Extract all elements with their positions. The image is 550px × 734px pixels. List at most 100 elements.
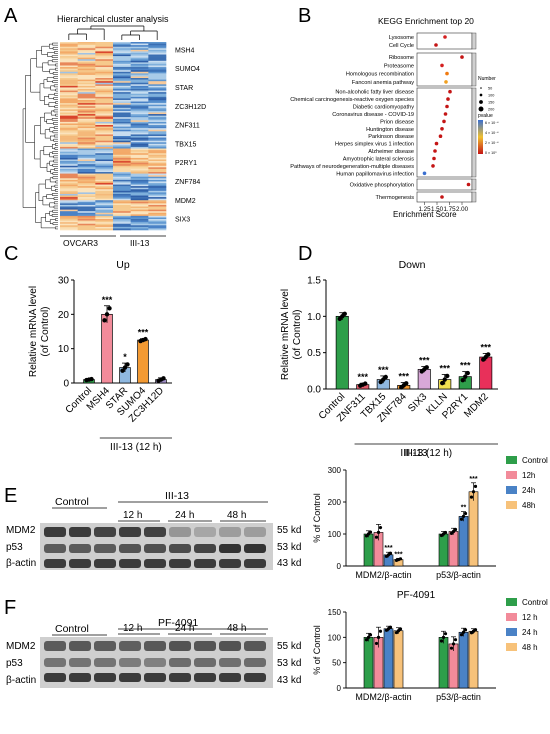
blot-band <box>169 658 191 667</box>
heatmap-cell <box>130 81 149 84</box>
blot-band <box>144 544 166 553</box>
y-tick-label: 300 <box>328 466 342 475</box>
data-point <box>376 635 381 639</box>
heatmap-cell <box>148 164 167 167</box>
heatmap-cell <box>95 192 114 195</box>
kegg-dot-prion-disease <box>442 119 446 124</box>
blot-band <box>94 658 116 667</box>
blot-band <box>69 559 91 568</box>
heatmap-cell <box>130 129 149 132</box>
heatmap-cell <box>113 70 131 73</box>
heatmap-cell <box>77 215 96 218</box>
heatmap-cell <box>95 200 114 203</box>
y-tick-label: 0.5 <box>307 348 321 359</box>
blot-band <box>144 658 166 667</box>
heatmap-cell <box>130 183 149 185</box>
heatmap-cell <box>113 76 131 79</box>
heatmap-cell <box>130 156 149 159</box>
heatmap-cell <box>113 123 131 126</box>
heatmap-cell <box>77 134 96 137</box>
legend-swatch-12-h <box>506 613 517 621</box>
heatmap-cell <box>148 43 167 46</box>
heatmap-cell <box>148 215 167 218</box>
heatmap-cell <box>148 178 167 181</box>
heatmap-cell <box>60 74 78 77</box>
heatmap-cell <box>77 153 96 156</box>
heatmap-cell <box>148 126 167 129</box>
heatmap-cell <box>130 121 149 124</box>
heatmap-cell <box>113 98 131 101</box>
heatmap-cell <box>113 85 131 88</box>
heatmap-cell <box>148 172 167 174</box>
heatmap-cell <box>130 73 149 76</box>
heatmap-cell <box>60 142 78 145</box>
heatmap-cell <box>130 164 149 167</box>
y-tick-label: 30 <box>58 276 70 287</box>
heatmap-cell <box>77 198 96 201</box>
blot-band <box>169 544 191 553</box>
heatmap-cell <box>95 209 114 212</box>
heatmap-cell <box>77 187 96 190</box>
heatmap-cell <box>130 222 149 225</box>
heatmap-cell <box>60 125 78 127</box>
heatmap-cell <box>130 99 149 102</box>
heatmap-cell <box>148 204 167 207</box>
heatmap-cell <box>130 189 149 192</box>
heatmap-cell <box>130 132 149 135</box>
kegg-term-amyotrophic-lateral-sclerosis: Amyotrophic lateral sclerosis <box>343 157 414 163</box>
heatmap-cell <box>95 173 114 176</box>
heatmap-cell <box>77 157 96 160</box>
significance-znf311: *** <box>357 372 368 382</box>
heatmap-cell <box>113 89 131 91</box>
blot-band <box>244 641 266 651</box>
heatmap-cell <box>130 56 149 58</box>
bar-p53-actin-24-h <box>458 631 469 689</box>
heatmap-cell <box>60 43 78 46</box>
y-axis-label-unit: (of Control) <box>40 306 51 356</box>
heatmap-cell <box>77 62 96 65</box>
heatmap-cell <box>148 142 167 145</box>
heatmap-cell <box>77 156 96 159</box>
data-point <box>439 639 444 643</box>
heatmap-cell <box>77 123 96 126</box>
heatmap-cell <box>95 142 114 145</box>
heatmap-cell <box>148 173 167 176</box>
data-point-star <box>120 368 125 373</box>
heatmap-cell <box>130 150 149 152</box>
heatmap-cell <box>77 167 96 170</box>
heatmap-cell <box>60 73 78 76</box>
data-point <box>469 495 474 499</box>
heatmap-cell <box>60 176 78 179</box>
heatmap-cell <box>95 161 114 163</box>
heatmap-cell <box>60 95 78 98</box>
heatmap-cell <box>95 143 114 146</box>
heatmap-cell <box>95 148 114 151</box>
x-tick-label-mdm2-actin: MDM2/β-actin <box>355 692 411 702</box>
kegg-dot-herpes-simplex-virus-1-infection <box>434 141 439 146</box>
heatmap-cell <box>113 71 131 74</box>
bar-mdm2-actin-control <box>363 533 374 567</box>
heatmap-cell <box>113 120 131 123</box>
heatmap-cell <box>77 143 96 146</box>
heatmap-cell <box>130 42 149 44</box>
kegg-dot-chemical-carcinogenesis-reactive-oxygen-species <box>446 97 450 101</box>
heatmap-cell <box>60 148 78 151</box>
panel-letter-b: B <box>298 5 311 27</box>
data-point <box>463 511 468 516</box>
heatmap-cell <box>95 74 114 77</box>
heatmap-cell <box>60 126 78 129</box>
blot-band <box>44 641 66 651</box>
heatmap-cell <box>60 59 78 62</box>
legend-swatch-control <box>506 456 517 464</box>
kegg-term-pathways-of-neurodegeneration-multiple-diseases: Pathways of neurodegeneration-multiple d… <box>290 164 414 170</box>
heatmap-cell <box>77 98 96 101</box>
heatmap-cell <box>113 214 131 217</box>
heatmap-cell <box>148 96 167 99</box>
kegg-dot-proteasome <box>440 63 444 68</box>
heatmap-cell <box>60 85 78 88</box>
heatmap-cell <box>95 212 114 215</box>
heatmap-cell <box>148 225 167 228</box>
kegg-dot-parkinson-disease <box>438 134 443 138</box>
heatmap-cell <box>60 128 78 131</box>
heatmap-cell <box>130 228 149 231</box>
